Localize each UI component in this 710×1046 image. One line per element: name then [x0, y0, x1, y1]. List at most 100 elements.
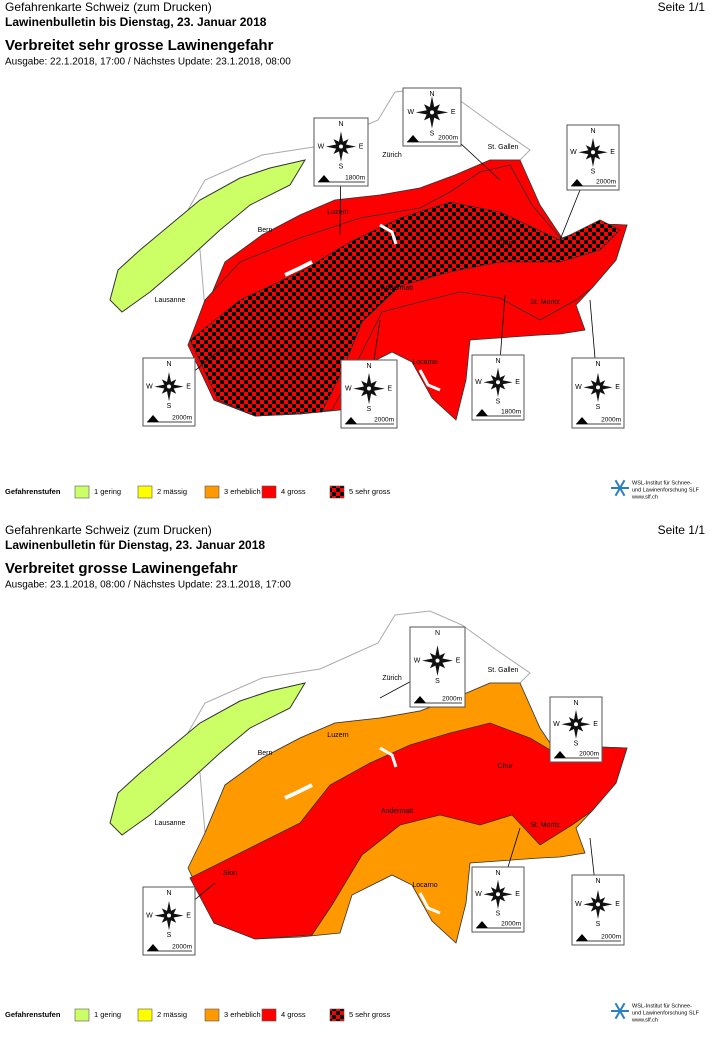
- legend-label: 5 sehr gross: [349, 487, 391, 496]
- elevation: 2000m: [374, 417, 394, 424]
- city-label: Sion: [223, 870, 237, 877]
- compass-n: N: [435, 630, 440, 637]
- mountain-icon: [147, 415, 159, 422]
- mountain-icon: [147, 944, 159, 951]
- city-label: St. Gallen: [488, 144, 519, 151]
- mountain-icon: [345, 417, 357, 424]
- compass-w: W: [318, 143, 325, 150]
- logo-ray: [614, 1010, 621, 1020]
- compass-box: N S W E 2000m: [571, 299, 625, 429]
- legend: Gefahrenstufen 1 gering 2 mässig 3 erheblic…: [5, 485, 391, 499]
- lake: [284, 260, 313, 277]
- compass-s: S: [430, 130, 435, 137]
- compass-w: W: [570, 149, 577, 156]
- title: Verbreitet sehr grosse Lawinengefahr: [5, 37, 274, 54]
- legend-swatch: [329, 485, 345, 499]
- institute-line: und Lawinenforschung SLF: [632, 1010, 700, 1016]
- compass-w: W: [475, 379, 482, 386]
- legend-swatch: [329, 1008, 345, 1022]
- compass-e: E: [515, 891, 520, 898]
- compass-n: N: [366, 363, 371, 370]
- title: Verbreitet grosse Lawinengefahr: [5, 560, 238, 577]
- bulletin: Lawinenbulletin bis Dienstag, 23. Januar…: [5, 15, 267, 29]
- compass-center: [367, 386, 371, 391]
- city-label: Locarno: [412, 882, 437, 889]
- compass-s: S: [339, 164, 344, 171]
- city-label: Bern: [258, 750, 273, 757]
- danger-region: [189, 722, 628, 940]
- compass-box: N S W E 2000m: [379, 626, 466, 708]
- legend-label: 1 gering: [94, 487, 121, 496]
- legend-label: 2 mässig: [157, 1010, 187, 1019]
- compass-center: [435, 658, 440, 663]
- city-label: Bern: [258, 227, 273, 234]
- elevation: 1800m: [345, 175, 365, 182]
- legend-swatch: [261, 1008, 277, 1022]
- legend-label: 5 sehr gross: [349, 1010, 391, 1019]
- mountain-icon: [576, 934, 588, 941]
- legend-label: 4 gross: [281, 487, 306, 496]
- compass-center: [167, 913, 171, 918]
- logo-ray: [614, 1002, 621, 1012]
- legend-title: Gefahrenstufen: [5, 1010, 61, 1019]
- mountain-icon: [554, 751, 566, 758]
- mountain-icon: [576, 417, 588, 424]
- legend-swatch: [74, 485, 90, 499]
- city-label: Sion: [223, 347, 237, 354]
- header: Gefahrenkarte Schweiz (zum Drucken): [5, 0, 212, 14]
- city-label: St. Gallen: [488, 667, 519, 674]
- institute-line: und Lawinenforschung SLF: [632, 487, 700, 493]
- legend-label: 2 mässig: [157, 487, 187, 496]
- logo-ray: [614, 487, 621, 497]
- compass-e: E: [186, 383, 191, 390]
- city-label: Zürich: [382, 675, 402, 682]
- logo-ray: [619, 1002, 626, 1012]
- compass-e: E: [451, 109, 456, 116]
- bulletin-page: Gefahrenkarte Schweiz (zum Drucken)Lawin…: [5, 523, 705, 1023]
- compass-s: S: [496, 911, 501, 918]
- mountain-icon: [476, 921, 488, 928]
- jura-region: [109, 159, 307, 313]
- logo-ray: [619, 479, 626, 489]
- city-label: Luzern: [327, 209, 349, 216]
- compass-s: S: [167, 403, 172, 410]
- legend-swatch: [137, 1008, 153, 1022]
- bulletin-page: Gefahrenkarte Schweiz (zum Drucken)Lawin…: [5, 0, 705, 500]
- compass-box: N S W E 2000m: [559, 124, 620, 241]
- elevation: 2000m: [501, 921, 521, 928]
- header: Gefahrenkarte Schweiz (zum Drucken): [5, 523, 212, 537]
- compass-center: [167, 384, 171, 389]
- compass-e: E: [615, 384, 620, 391]
- compass-n: N: [166, 890, 171, 897]
- legend-swatch: [204, 1008, 220, 1022]
- elevation: 2000m: [579, 751, 599, 758]
- mountain-icon: [407, 135, 419, 142]
- compass-n: N: [429, 91, 434, 98]
- city-label: Chur: [497, 763, 513, 770]
- compass-w: W: [407, 109, 414, 116]
- compass-e: E: [359, 143, 364, 150]
- legend: Gefahrenstufen 1 gering 2 mässig 3 erheblic…: [5, 1008, 391, 1022]
- bulletin: Lawinenbulletin für Dienstag, 23. Januar…: [5, 538, 265, 552]
- lake: [284, 783, 313, 800]
- legend-label: 1 gering: [94, 1010, 121, 1019]
- compass-s: S: [167, 932, 172, 939]
- compass-s: S: [367, 406, 372, 413]
- city-label: Zürich: [382, 152, 402, 159]
- city-label: St. Moritz: [530, 299, 560, 306]
- legend-swatch: [137, 485, 153, 499]
- compass-w: W: [146, 383, 153, 390]
- compass-e: E: [387, 385, 392, 392]
- compass-box: N S W E 1800m: [471, 294, 525, 421]
- legend-swatch: [204, 485, 220, 499]
- compass-e: E: [593, 721, 598, 728]
- compass-s: S: [596, 404, 601, 411]
- jura-region: [109, 682, 307, 836]
- compass-n: N: [166, 361, 171, 368]
- compass-center: [496, 380, 500, 385]
- elevation: 2000m: [438, 135, 458, 142]
- compass-center: [430, 110, 434, 115]
- compass-s: S: [574, 741, 579, 748]
